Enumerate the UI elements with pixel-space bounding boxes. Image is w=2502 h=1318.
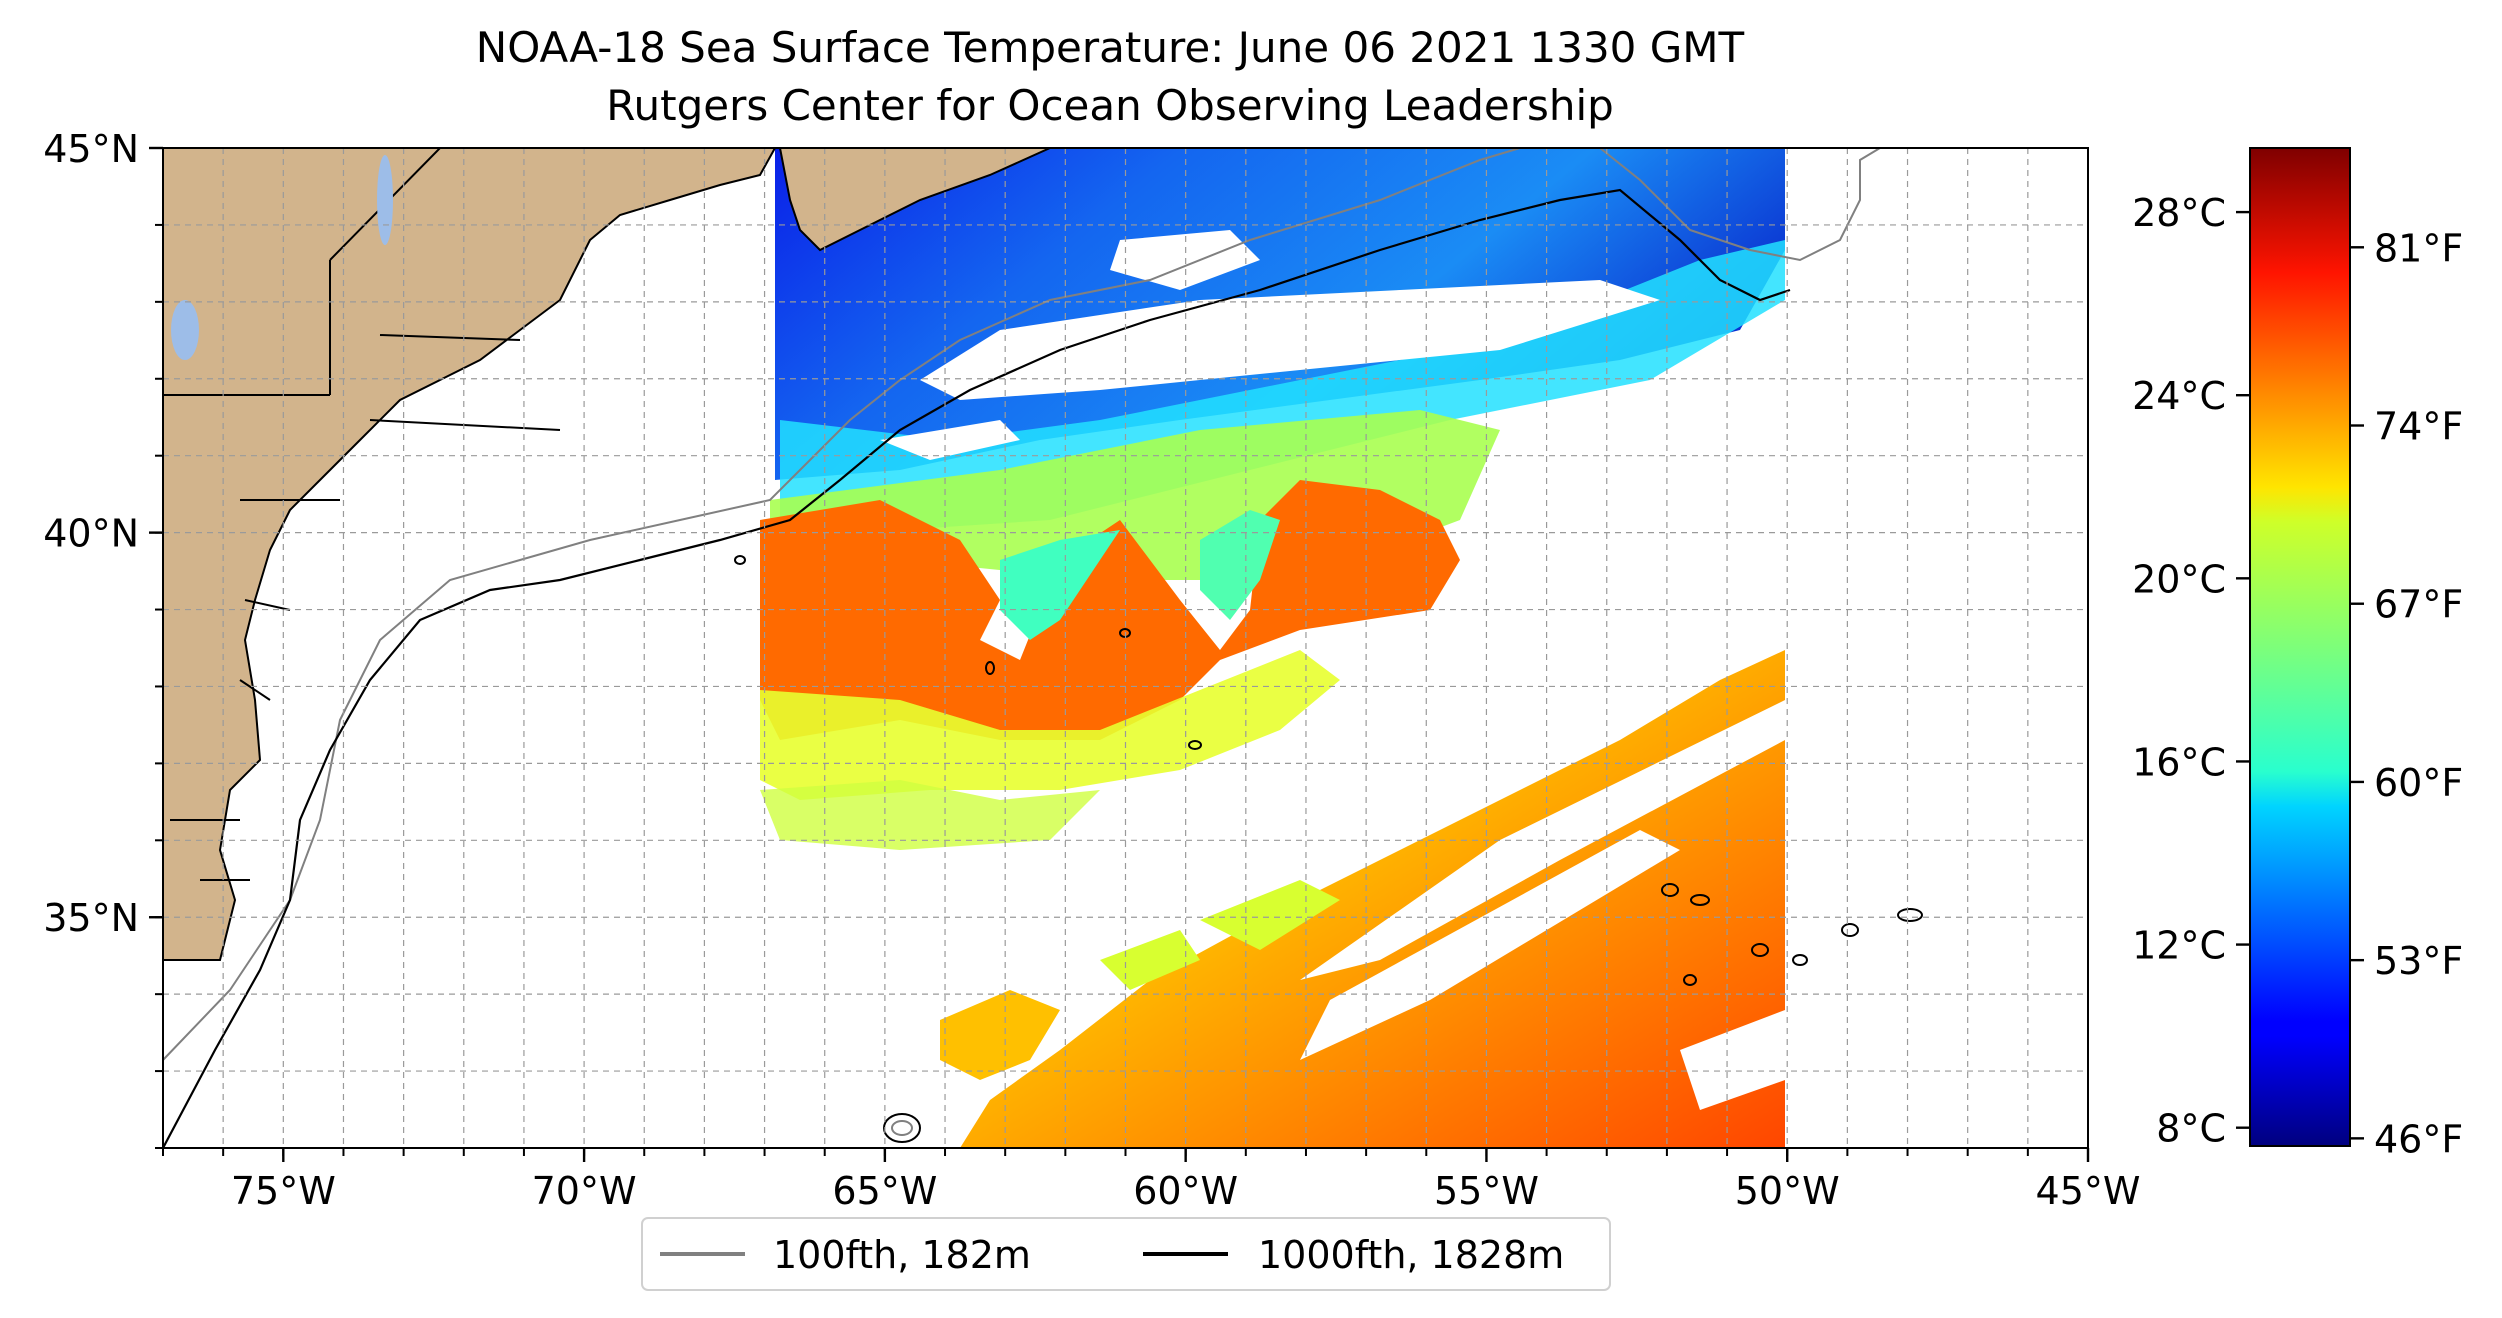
contour-100fth [163,148,1881,1061]
gridlines [163,148,2088,1148]
seamount [1188,740,1202,750]
longitude-axis: 75°W 70°W 65°W 60°W 55°W 50°W 45°W [162,1148,2141,1213]
southern-cloud-gap-3 [1680,1010,1785,1110]
southern-cloud-gap-2 [1300,830,1680,1060]
lat-tick-label: 40°N [43,512,139,556]
colorbar-gradient [2249,147,2351,1147]
latitude-axis: 45°N 40°N 35°N [43,127,163,1149]
map-panel: 75°W 70°W 65°W 60°W 55°W 50°W 45°W 45°N 40°N 35°… [43,127,2140,1213]
lon-tick-label: 60°W [1133,1169,1238,1213]
seamount [734,555,746,565]
seamount [985,661,995,675]
fahrenheit-tick-label: 60°F [2374,761,2463,805]
celsius-tick-label: 28°C [2132,191,2226,235]
celsius-tick-label: 12°C [2132,924,2226,968]
colorbar: 28°C 24°C 20°C 16°C 12°C 8°C 81°F 74°F 67°F 60°F… [2132,147,2463,1161]
seamount [1751,943,1769,957]
seamount [1792,954,1808,966]
contour-1000fth [163,188,1791,1148]
lon-tick-label: 65°W [832,1169,937,1213]
cloud-patch-north-3 [880,420,1020,460]
scattered-warm-patches [1100,880,1340,990]
cool-water-band [780,240,1785,530]
patchy-sst [760,780,1100,850]
fahrenheit-axis: 81°F 74°F 67°F 60°F 53°F 46°F [2350,226,2463,1161]
fahrenheit-tick-label: 74°F [2374,405,2463,449]
legend-label-1000fth: 1000fth, 1828m [1258,1233,1564,1277]
lake [171,300,199,360]
lat-tick-label: 35°N [43,896,139,940]
seamount [1661,883,1679,897]
warm-southern-swath [960,650,1785,1148]
lon-tick-label: 75°W [231,1169,336,1213]
fahrenheit-tick-label: 81°F [2374,226,2463,270]
lake [377,155,393,245]
celsius-axis: 28°C 24°C 20°C 16°C 12°C 8°C [2132,191,2250,1151]
legend-box [641,1217,1611,1291]
seamount [891,1120,913,1136]
seamount [1683,974,1697,986]
celsius-tick-label: 24°C [2132,374,2226,418]
fahrenheit-tick-label: 67°F [2374,583,2463,627]
seamount [1690,894,1710,906]
lon-tick-label: 50°W [1735,1169,1840,1213]
meander-cool-intrusion [1000,530,1120,640]
celsius-tick-label: 20°C [2132,557,2226,601]
seamount [1841,923,1859,937]
legend-label-100fth: 100fth, 182m [773,1233,1031,1277]
map-title: NOAA-18 Sea Surface Temperature: June 06… [475,23,1745,72]
seamount [883,1113,921,1143]
meander-cool-intrusion-2 [1200,510,1280,620]
lon-tick-label: 45°W [2036,1169,2141,1213]
celsius-tick-label: 16°C [2132,740,2226,784]
map-legend: 100fth, 182m 1000fth, 1828m [641,1217,1611,1291]
warm-fringe [760,650,1340,800]
cloud-patch-north-1 [1110,230,1260,290]
map-subtitle: Rutgers Center for Ocean Observing Leade… [606,81,1614,130]
celsius-tick-label: 8°C [2156,1107,2226,1151]
lat-tick-label: 45°N [43,127,139,171]
lon-tick-label: 70°W [532,1169,637,1213]
cloud-patch-north-2 [920,280,1660,400]
southern-warm-patch [940,990,1060,1080]
fahrenheit-tick-label: 46°F [2374,1117,2463,1161]
lon-tick-label: 55°W [1434,1169,1539,1213]
fahrenheit-tick-label: 53°F [2374,939,2463,983]
seamount [1897,908,1923,922]
